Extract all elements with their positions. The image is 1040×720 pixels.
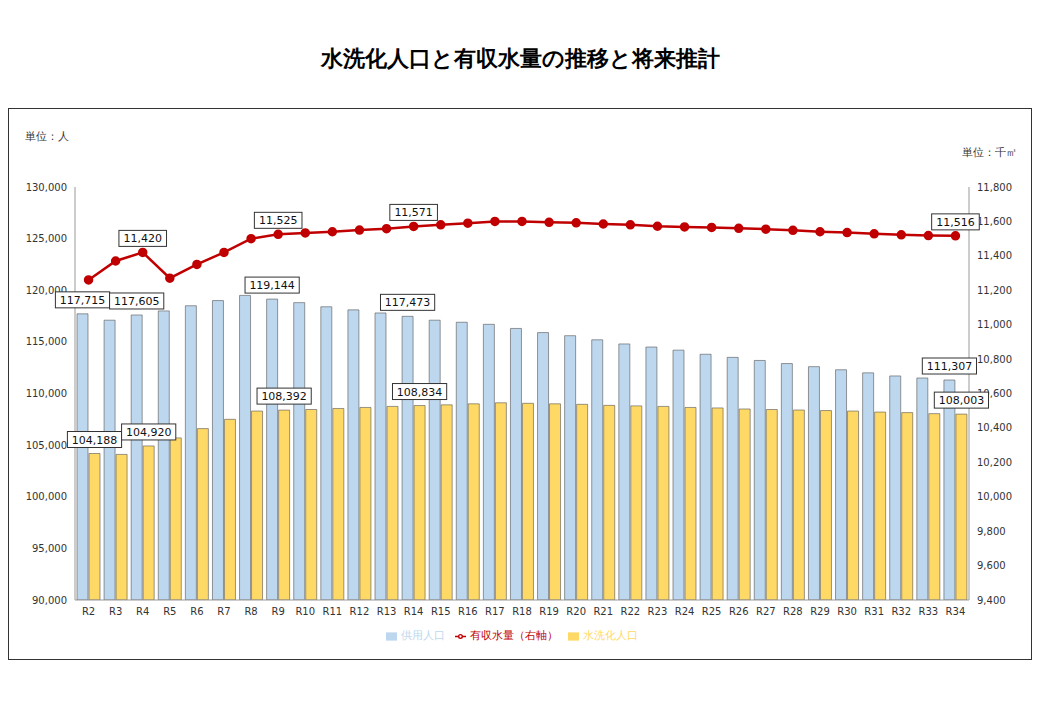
svg-text:R30: R30 — [837, 606, 857, 617]
svg-text:R11: R11 — [323, 606, 343, 617]
svg-text:9,400: 9,400 — [977, 595, 1006, 606]
svg-text:10,200: 10,200 — [977, 457, 1012, 468]
svg-text:R17: R17 — [485, 606, 505, 617]
svg-text:R32: R32 — [891, 606, 911, 617]
svg-text:130,000: 130,000 — [26, 182, 67, 193]
svg-text:R25: R25 — [702, 606, 722, 617]
svg-text:11,600: 11,600 — [977, 216, 1012, 227]
svg-text:100,000: 100,000 — [26, 491, 67, 502]
svg-text:117,605: 117,605 — [114, 295, 160, 308]
svg-text:R15: R15 — [431, 606, 451, 617]
svg-text:110,000: 110,000 — [26, 388, 67, 399]
svg-text:117,715: 117,715 — [60, 294, 106, 307]
svg-text:9,800: 9,800 — [977, 526, 1006, 537]
svg-text:95,000: 95,000 — [32, 543, 67, 554]
svg-text:11,400: 11,400 — [977, 250, 1012, 261]
svg-text:11,525: 11,525 — [259, 214, 298, 227]
svg-text:R31: R31 — [864, 606, 884, 617]
svg-text:111,307: 111,307 — [927, 360, 973, 373]
svg-text:R20: R20 — [566, 606, 586, 617]
svg-text:11,420: 11,420 — [123, 232, 162, 245]
svg-text:117,473: 117,473 — [385, 296, 431, 309]
svg-text:104,920: 104,920 — [126, 426, 172, 439]
html-text:単位：千㎥: 単位：千㎥ — [962, 146, 1017, 159]
svg-text:R26: R26 — [729, 606, 749, 617]
html-text:供用人口: 供用人口 — [401, 629, 445, 642]
svg-text:R23: R23 — [648, 606, 668, 617]
svg-text:R6: R6 — [190, 606, 203, 617]
svg-text:R22: R22 — [621, 606, 641, 617]
svg-text:R10: R10 — [295, 606, 315, 617]
svg-text:R16: R16 — [458, 606, 478, 617]
svg-text:R19: R19 — [539, 606, 559, 617]
svg-text:R33: R33 — [919, 606, 939, 617]
svg-text:11,000: 11,000 — [977, 319, 1012, 330]
svg-text:R18: R18 — [512, 606, 532, 617]
svg-text:R5: R5 — [163, 606, 176, 617]
svg-text:R9: R9 — [272, 606, 285, 617]
html-text:有収水量（右軸）: 有収水量（右軸） — [470, 629, 558, 642]
svg-text:R14: R14 — [404, 606, 424, 617]
svg-text:11,200: 11,200 — [977, 285, 1012, 296]
svg-text:10,400: 10,400 — [977, 422, 1012, 433]
svg-text:R3: R3 — [109, 606, 122, 617]
svg-text:R21: R21 — [593, 606, 613, 617]
svg-text:R12: R12 — [350, 606, 370, 617]
svg-text:11,800: 11,800 — [977, 182, 1012, 193]
svg-text:R29: R29 — [810, 606, 830, 617]
svg-text:120,000: 120,000 — [25, 284, 67, 296]
svg-text:108,834: 108,834 — [397, 386, 443, 399]
svg-text:115,000: 115,000 — [26, 336, 67, 347]
svg-text:R8: R8 — [244, 606, 257, 617]
svg-text:R27: R27 — [756, 606, 776, 617]
svg-text:108,392: 108,392 — [261, 390, 307, 403]
html-text:水洗化人口: 水洗化人口 — [583, 629, 638, 642]
svg-text:9,600: 9,600 — [977, 560, 1006, 571]
svg-text:10,800: 10,800 — [977, 354, 1012, 365]
svg-text:R13: R13 — [377, 606, 397, 617]
svg-text:104,188: 104,188 — [72, 434, 118, 447]
svg-text:R7: R7 — [217, 606, 230, 617]
svg-text:R4: R4 — [136, 606, 149, 617]
svg-text:R2: R2 — [82, 606, 95, 617]
svg-text:108,003: 108,003 — [939, 394, 985, 407]
svg-text:R28: R28 — [783, 606, 803, 617]
svg-text:90,000: 90,000 — [32, 595, 67, 606]
svg-text:R24: R24 — [675, 606, 695, 617]
svg-text:125,000: 125,000 — [26, 233, 67, 244]
svg-text:10,000: 10,000 — [977, 491, 1012, 502]
svg-text:10,600: 10,600 — [977, 388, 1012, 399]
html-text:単位：人: 単位：人 — [25, 130, 69, 143]
svg-text:11,516: 11,516 — [936, 216, 975, 229]
html-text:水洗化人口と有収水量の推移と将来推計: 水洗化人口と有収水量の推移と将来推計 — [320, 46, 720, 71]
svg-text:119,144: 119,144 — [249, 279, 295, 292]
svg-text:105,000: 105,000 — [26, 440, 67, 451]
svg-text:R34: R34 — [946, 606, 966, 617]
svg-text:11,571: 11,571 — [394, 206, 433, 219]
